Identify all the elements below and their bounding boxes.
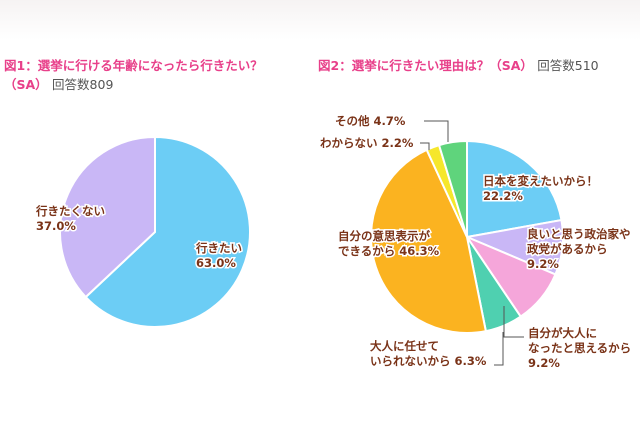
- chart1-title: 図1：選挙に行ける年齢になったら行きたい？ （SA） 回答数809: [4, 58, 263, 92]
- chart2-slice-6: [437, 139, 468, 238]
- chart2-label-1: 良いと思う政治家や政党があるから 9.2%: [527, 227, 631, 271]
- chart2-label-3: 大人に任せていられないから 6.3%: [370, 339, 487, 368]
- chart2-slice-4: [370, 148, 488, 334]
- chart2-slice-0: [466, 139, 563, 239]
- chart2-label-0: 日本を変えたいから！ 22.2%: [483, 174, 598, 203]
- chart2-title: 図2：選挙に行きたい理由は？（SA） 回答数510: [318, 58, 599, 73]
- chart2-label-5: わからない 2.2%: [320, 136, 414, 150]
- chart2-leader-5: [420, 142, 430, 150]
- chart2-label-4: 自分の意思表示ができるから 46.3%: [338, 229, 440, 258]
- chart1-slice-0: [84, 135, 251, 328]
- chart1-label-1: 行きたくない 37.0%: [35, 204, 105, 233]
- chart2-leader-3: [494, 332, 504, 366]
- chart1-label-0: 行きたい 63.0%: [195, 241, 242, 270]
- chart2-leader-2: [503, 306, 524, 338]
- chart2-label-6: その他 4.7%: [335, 114, 406, 128]
- chart2-label-2: 自分が大人になったと思えるから 9.2%: [528, 326, 631, 370]
- chart2-leader-6: [424, 120, 449, 142]
- header-band: [0, 0, 640, 40]
- chart1-slice-1: [59, 135, 156, 299]
